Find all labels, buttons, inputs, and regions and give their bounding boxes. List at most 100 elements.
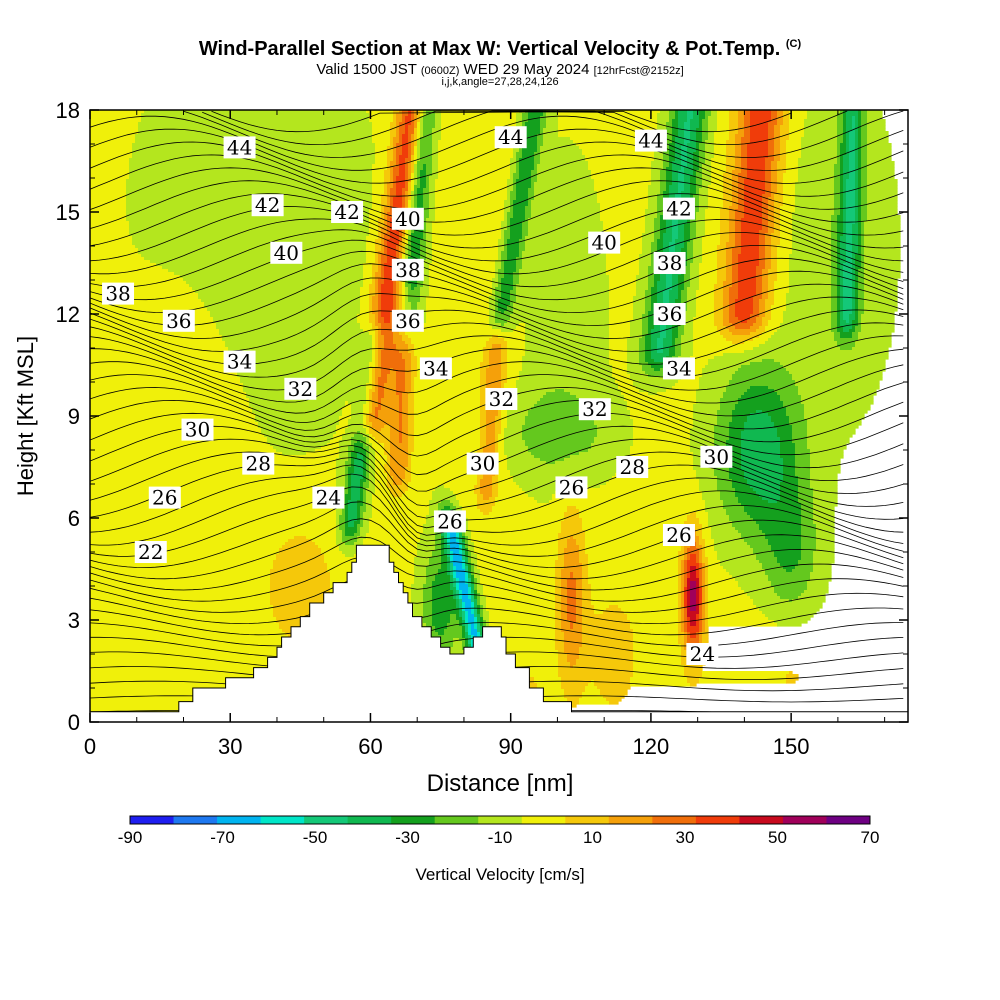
- velocity-cell: [729, 116, 739, 120]
- velocity-cell: [405, 470, 412, 474]
- velocity-cell: [399, 398, 403, 402]
- velocity-cell: [423, 326, 493, 330]
- velocity-cell: [411, 146, 415, 150]
- velocity-cell: [378, 395, 385, 399]
- velocity-cell: [432, 224, 502, 228]
- velocity-cell: [528, 413, 592, 417]
- velocity-cell: [696, 392, 724, 396]
- velocity-cell: [792, 212, 835, 216]
- velocity-cell: [849, 314, 856, 318]
- velocity-cell: [408, 197, 412, 201]
- velocity-cell: [354, 449, 367, 453]
- velocity-cell: [789, 137, 802, 141]
- velocity-cell: [384, 188, 388, 192]
- velocity-cell: [657, 197, 664, 201]
- velocity-cell: [768, 143, 775, 147]
- velocity-cell: [516, 287, 610, 291]
- velocity-cell: [495, 311, 502, 315]
- velocity-cell: [666, 332, 673, 336]
- velocity-cell: [516, 299, 610, 303]
- velocity-cell: [747, 170, 766, 174]
- velocity-cell: [768, 338, 835, 342]
- velocity-cell: [225, 341, 373, 345]
- velocity-cell: [498, 281, 502, 285]
- velocity-cell: [429, 206, 436, 210]
- velocity-cell: [765, 341, 838, 345]
- velocity-cell: [375, 155, 388, 159]
- velocity-cell: [408, 167, 412, 171]
- velocity-cell: [399, 422, 403, 426]
- velocity-cell: [126, 200, 373, 204]
- velocity-cell: [729, 470, 745, 474]
- velocity-cell: [429, 209, 436, 213]
- velocity-cell: [435, 194, 508, 198]
- velocity-cell: [504, 338, 526, 342]
- velocity-cell: [414, 449, 478, 453]
- velocity-cell: [699, 197, 709, 201]
- velocity-cell: [855, 311, 859, 315]
- velocity-cell: [678, 134, 685, 138]
- velocity-cell: [501, 230, 505, 234]
- velocity-cell: [840, 296, 844, 300]
- velocity-cell: [771, 236, 781, 240]
- velocity-cell: [90, 230, 130, 234]
- velocity-cell: [651, 299, 658, 303]
- velocity-cell: [741, 218, 763, 222]
- velocity-cell: [360, 308, 370, 312]
- velocity-cell: [423, 131, 433, 135]
- velocity-cell: [432, 260, 496, 264]
- velocity-cell: [375, 146, 388, 150]
- velocity-cell: [480, 377, 487, 381]
- velocity-cell: [384, 263, 397, 267]
- velocity-cell: [672, 329, 679, 333]
- velocity-cell: [90, 458, 337, 462]
- velocity-cell: [759, 242, 766, 246]
- velocity-cell: [504, 269, 517, 273]
- velocity-cell: [843, 176, 850, 180]
- velocity-cell: [684, 278, 691, 282]
- velocity-cell: [645, 299, 652, 303]
- velocity-cell: [858, 317, 862, 321]
- velocity-cell: [672, 161, 682, 165]
- velocity-cell: [345, 464, 352, 468]
- velocity-cell: [414, 119, 418, 123]
- velocity-cell: [690, 191, 697, 195]
- velocity-cell: [504, 260, 517, 264]
- velocity-cell: [774, 281, 790, 285]
- velocity-cell: [789, 371, 883, 375]
- velocity-cell: [372, 398, 379, 402]
- velocity-cell: [390, 191, 397, 195]
- velocity-cell: [480, 389, 487, 393]
- velocity-cell: [414, 344, 487, 348]
- velocity-cell: [336, 458, 349, 462]
- velocity-cell: [528, 494, 553, 498]
- velocity-cell: [699, 164, 703, 168]
- velocity-cell: [693, 170, 697, 174]
- velocity-cell: [363, 404, 370, 408]
- velocity-cell: [843, 305, 853, 309]
- velocity-cell: [501, 425, 508, 429]
- velocity-cell: [864, 293, 898, 297]
- velocity-cell: [129, 173, 373, 177]
- velocity-cell: [411, 245, 421, 249]
- velocity-cell: [741, 140, 751, 144]
- velocity-cell: [411, 197, 415, 201]
- velocity-cell: [387, 164, 391, 168]
- velocity-cell: [732, 413, 751, 417]
- velocity-cell: [90, 191, 127, 195]
- velocity-cell: [843, 182, 847, 186]
- velocity-cell: [414, 434, 481, 438]
- velocity-cell: [408, 434, 415, 438]
- velocity-cell: [519, 164, 535, 168]
- velocity-cell: [90, 320, 214, 324]
- velocity-cell: [708, 122, 718, 126]
- velocity-cell: [420, 248, 427, 252]
- velocity-cell: [372, 308, 379, 312]
- velocity-cell: [480, 407, 487, 411]
- velocity-cell: [690, 275, 700, 279]
- velocity-cell: [381, 407, 400, 411]
- velocity-cell: [663, 347, 670, 351]
- velocity-cell: [603, 239, 643, 243]
- velocity-cell: [648, 185, 661, 189]
- velocity-cell: [744, 212, 763, 216]
